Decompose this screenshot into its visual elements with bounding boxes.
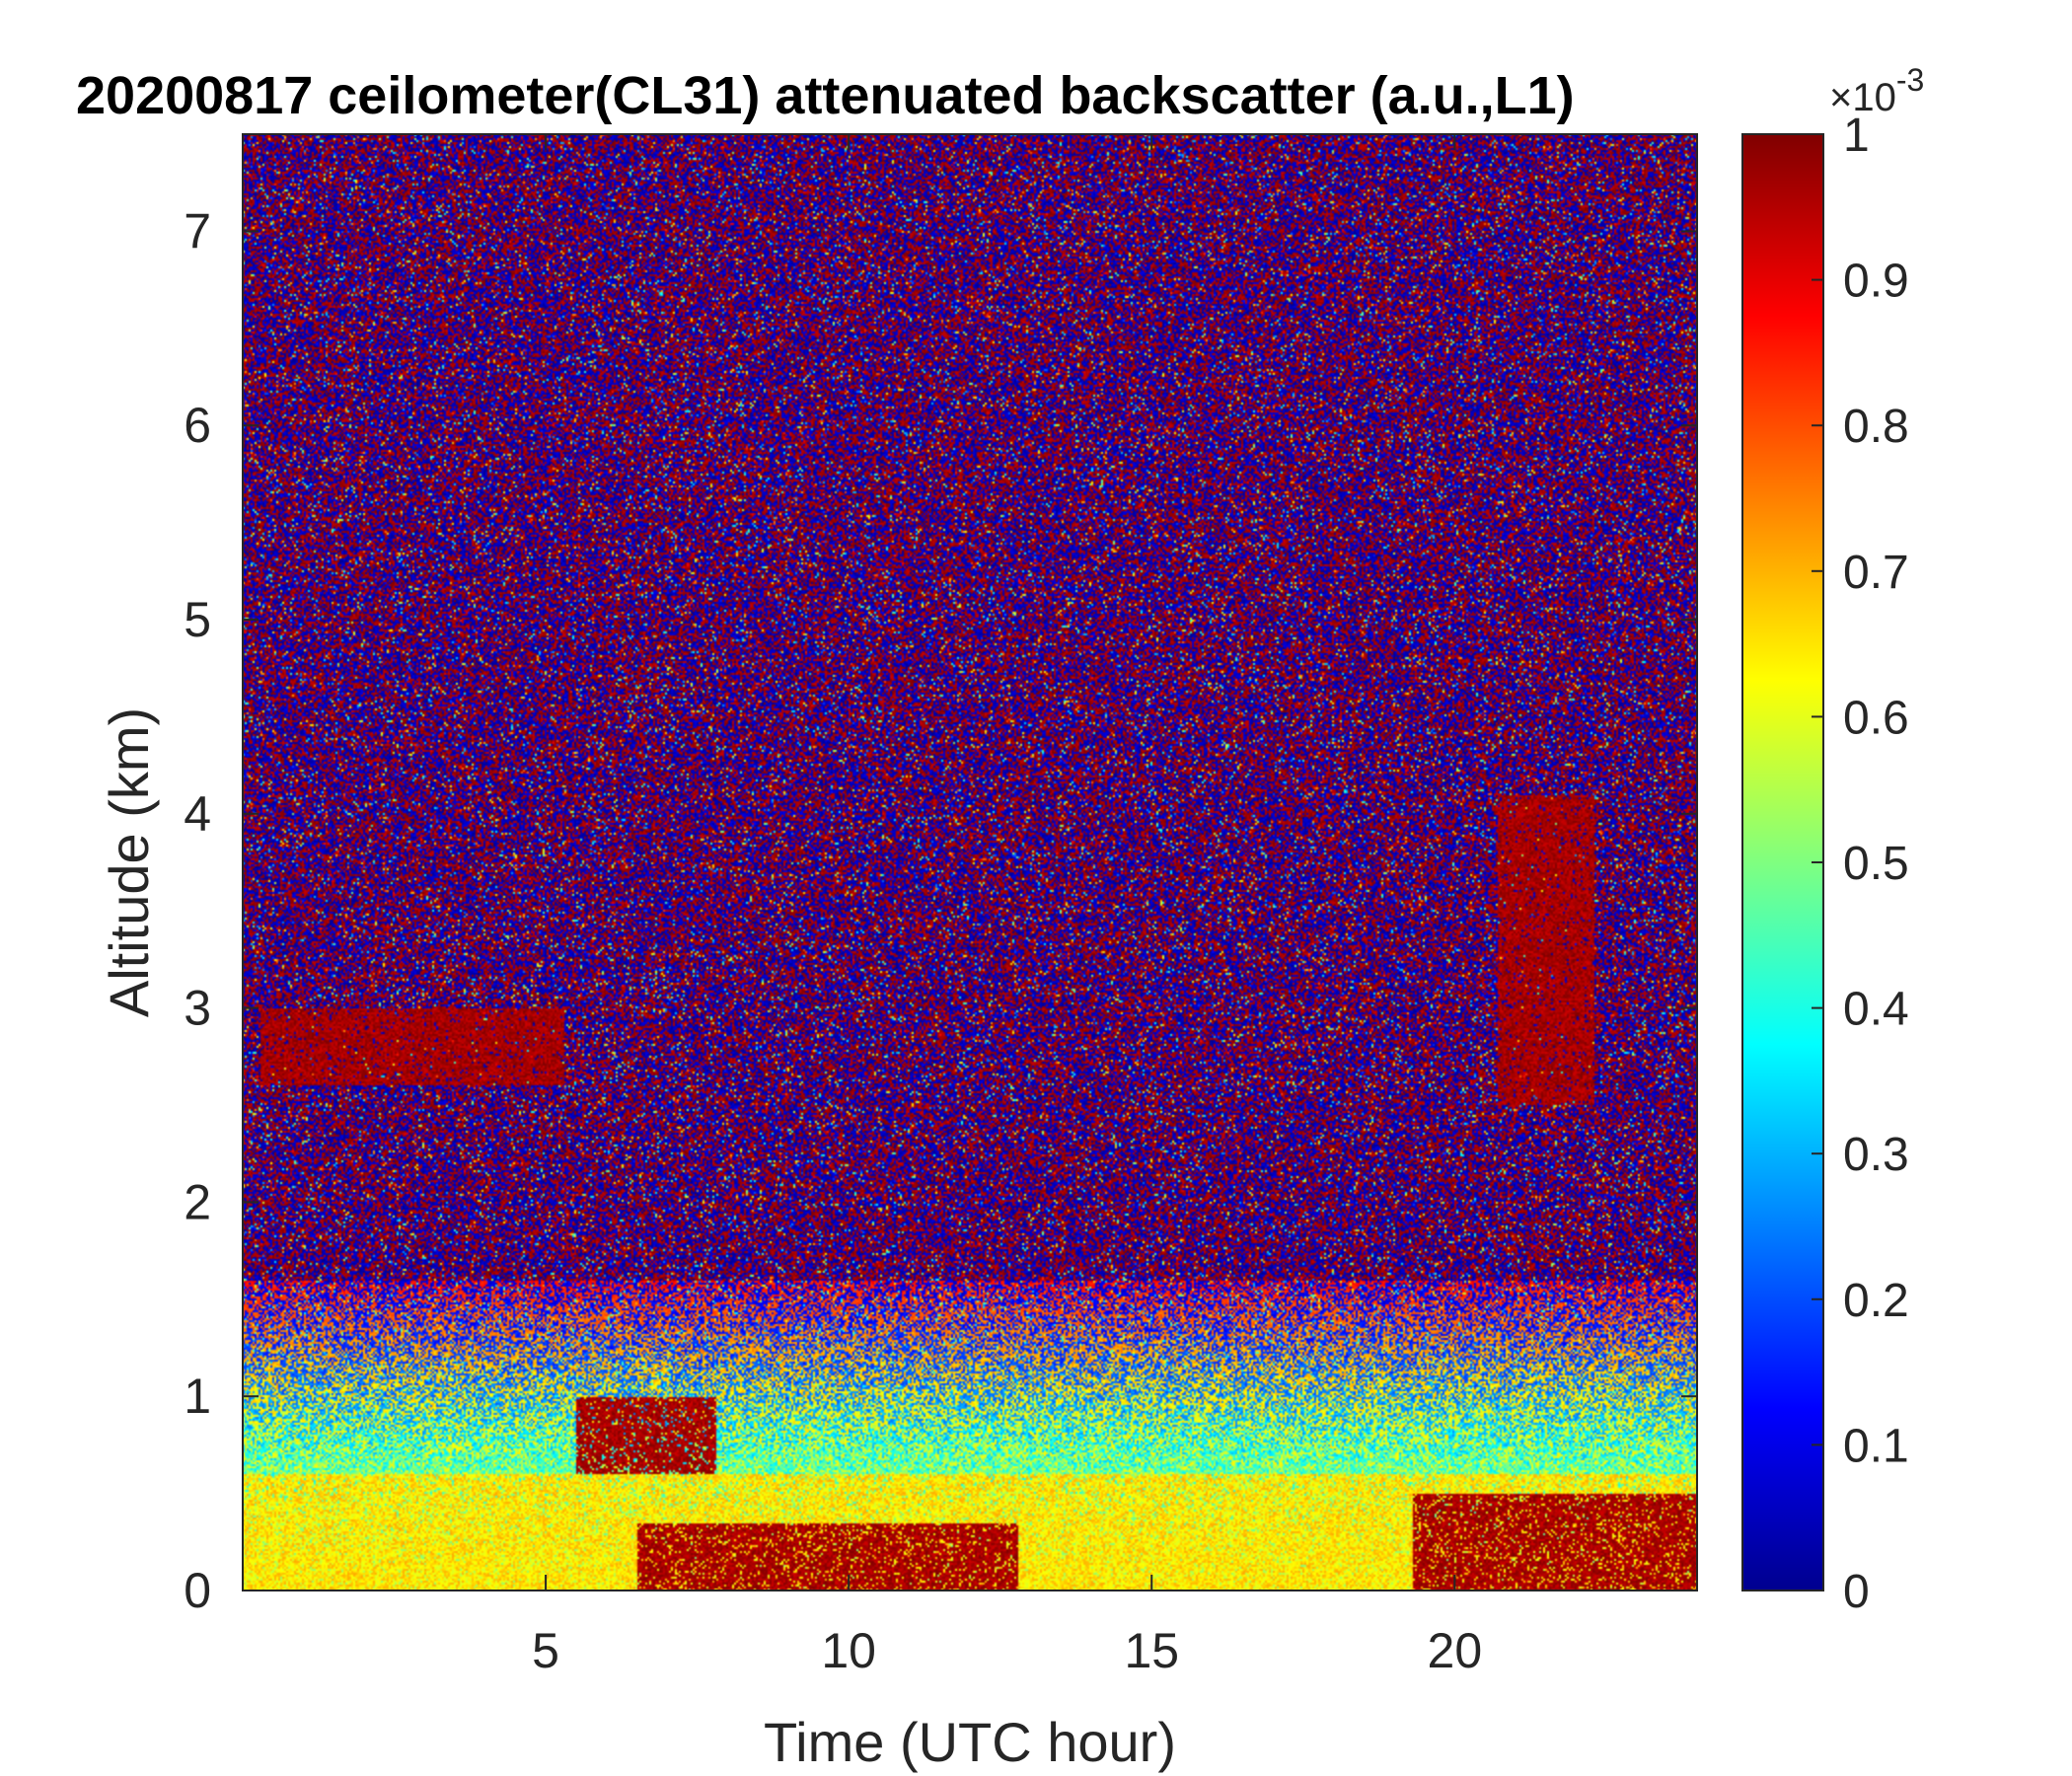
colorbar-tick-label: 0.5 xyxy=(1843,838,1909,890)
colorbar-tick-label: 0.7 xyxy=(1843,547,1909,599)
colorbar-tick-label: 0 xyxy=(1843,1566,1870,1618)
colorbar-ticks: 0 0.1 0.2 0.3 0.4 0.5 0.6 0.7 0.8 0.9 1 xyxy=(1812,110,1909,1618)
y-tick-label: 5 xyxy=(184,592,211,647)
colorbar-tick-label: 0.4 xyxy=(1843,984,1909,1036)
plot-area xyxy=(242,133,1698,1591)
colorbar: 0 0.1 0.2 0.3 0.4 0.5 0.6 0.7 0.8 0.9 1 ×10-3 xyxy=(1741,62,1924,1618)
colorbar-tick-label: 0.3 xyxy=(1843,1129,1909,1181)
y-tick-label: 4 xyxy=(184,786,211,842)
colorbar-exponent-power: -3 xyxy=(1896,62,1924,98)
y-tick-label: 3 xyxy=(184,981,211,1036)
colorbar-tick-label: 0.2 xyxy=(1843,1275,1909,1327)
y-tick-label: 1 xyxy=(184,1369,211,1424)
x-tick-label: 5 xyxy=(532,1623,559,1678)
colorbar-tick-label: 0.6 xyxy=(1843,692,1909,744)
colorbar-exponent-base: ×10 xyxy=(1829,76,1896,119)
chart-title: 20200817 ceilometer(CL31) attenuated bac… xyxy=(76,66,1575,125)
colorbar-tick-label: 0.9 xyxy=(1843,256,1909,308)
y-tick-label: 0 xyxy=(184,1563,211,1618)
colorbar-gradient xyxy=(1742,134,1823,1591)
y-tick-label: 7 xyxy=(184,203,211,259)
y-tick-label: 2 xyxy=(184,1174,211,1229)
plot-frame xyxy=(242,133,1698,1591)
x-tick-label: 10 xyxy=(821,1623,876,1678)
colorbar-tick-label: 0.1 xyxy=(1843,1420,1909,1472)
y-tick-label: 6 xyxy=(184,398,211,453)
y-axis: 0 1 2 3 4 5 6 7 xyxy=(184,203,1697,1618)
y-axis-label: Altitude (km) xyxy=(98,707,160,1017)
x-tick-label: 15 xyxy=(1124,1623,1179,1678)
x-axis: 5 10 15 20 xyxy=(532,134,1482,1678)
x-axis-label: Time (UTC hour) xyxy=(764,1711,1176,1773)
colorbar-exponent: ×10-3 xyxy=(1829,62,1924,119)
colorbar-tick-label: 0.8 xyxy=(1843,401,1909,453)
heatmap-image xyxy=(243,134,1697,1591)
colorbar-tick-label: 1 xyxy=(1843,110,1870,162)
x-tick-label: 20 xyxy=(1428,1623,1483,1678)
